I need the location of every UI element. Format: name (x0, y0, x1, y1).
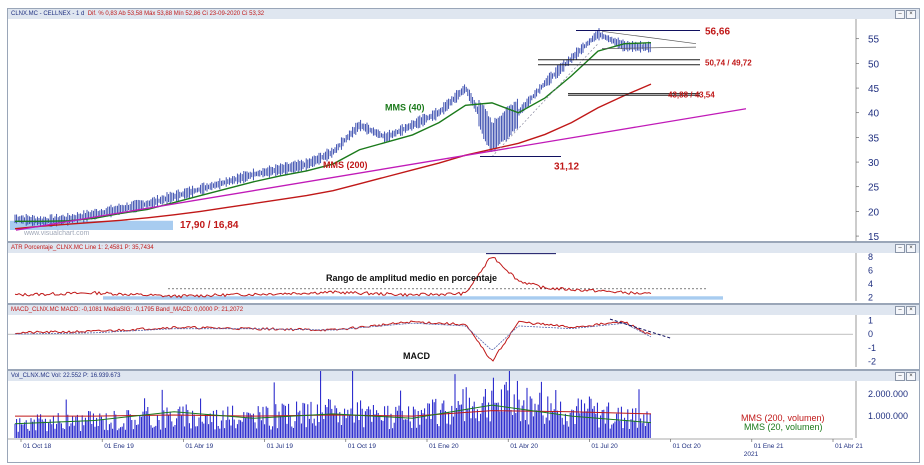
pane-minimize-button[interactable]: – (895, 244, 905, 253)
price-y-tick-label: 25 (868, 183, 880, 194)
symbol-label: CLNX.MC - CELLNEX - 1 d (11, 11, 85, 17)
pane-close-button[interactable]: × (906, 372, 916, 381)
price-panel: CLNX.MC - CELLNEX - 1 d Dif. % 0,83 Ab 5… (7, 8, 920, 242)
triangle-upper-line (601, 30, 697, 45)
macd-caption: MACD (403, 351, 430, 361)
x-tick-label: 01 Abr 21 (835, 443, 863, 450)
base-highlight-band (10, 220, 173, 230)
x-tick-label: 01 Ene 19 (104, 443, 134, 450)
x-tick-label: 01 Ene 20 (429, 443, 459, 450)
x-tick-label: 01 Abr 20 (510, 443, 538, 450)
macd-y-tick-label: -1 (868, 343, 876, 353)
atr-y-tick-label: 2 (868, 293, 873, 303)
atr-y-tick-label: 4 (868, 279, 873, 289)
mms40-annotation: MMS (40) (385, 102, 425, 112)
atr-legend: ATR Porcentaje_CLNX.MC Line 1: 2,4581 P:… (11, 245, 154, 251)
price-y-tick-label: 55 (868, 35, 880, 46)
price-y-tick-label: 20 (868, 207, 880, 218)
volume-panel: Vol_CLNX.MC Vol: 22.552 P: 16.939.673 – … (7, 370, 920, 463)
macd-trendline (609, 318, 672, 339)
resistance-annotation: 50,74 / 49,72 (705, 58, 752, 67)
volume-mms200-annotation: MMS (200, volumen) (741, 413, 825, 423)
volume-mms20-annotation: MMS (20, volumen) (744, 422, 823, 432)
covid-low-annotation: 31,12 (554, 162, 579, 173)
macd-chart: 1 0 -1 -2 MACD (8, 315, 876, 367)
atr-panel: ATR Porcentaje_CLNX.MC Line 1: 2,4581 P:… (7, 242, 920, 304)
covid-support-line (491, 43, 599, 157)
x-tick-label: 01 Oct 18 (23, 443, 52, 450)
atr-y-tick-label: 6 (868, 266, 873, 276)
x-year-label: 2021 (744, 451, 759, 458)
pane-minimize-button[interactable]: – (895, 306, 905, 315)
x-tick-label: 01 Ene 21 (754, 443, 784, 450)
volume-legend: Vol_CLNX.MC Vol: 22.552 P: 16.939.673 (11, 373, 121, 379)
pane-close-button[interactable]: × (906, 244, 916, 253)
price-chart: 55 50 45 40 35 30 25 20 15 56,66 50,74 / 49,72 43,8… (10, 19, 880, 241)
pane-close-button[interactable]: × (906, 10, 916, 19)
watermark: www.visualchart.com (23, 230, 90, 237)
atr-chart: 8 6 4 2 Rango de amplitud medio en porcentaj… (14, 252, 873, 303)
macd-panel: MACD_CLNX.MC MACD: -0,1081 MediaSIG: -0,… (7, 304, 920, 370)
atr-caption: Rango de amplitud medio en porcentaje (326, 273, 497, 283)
macd-y-tick-label: -2 (868, 357, 876, 367)
high-annotation: 56,66 (705, 27, 730, 38)
price-y-tick-label: 40 (868, 109, 880, 120)
long-term-trendline (15, 108, 747, 231)
mms200-line (14, 83, 652, 230)
pane-close-button[interactable]: × (906, 306, 916, 315)
price-panel-header: CLNX.MC - CELLNEX - 1 d Dif. % 0,83 Ab 5… (8, 9, 919, 19)
price-y-tick-label: 35 (868, 133, 880, 144)
x-tick-label: 01 Jul 19 (267, 443, 294, 450)
mms40-line (15, 41, 652, 222)
macd-panel-header: MACD_CLNX.MC MACD: -0,1081 MediaSIG: -0,… (8, 305, 919, 315)
pane-minimize-button[interactable]: – (895, 10, 905, 19)
x-tick-label: 01 Oct 19 (348, 443, 377, 450)
price-y-tick-label: 50 (868, 59, 880, 70)
base-annotation: 17,90 / 16,84 (180, 220, 239, 231)
macd-line (14, 320, 652, 362)
macd-y-tick-label: 1 (868, 315, 873, 325)
macd-signal-line (14, 322, 652, 351)
macd-y-tick-label: 0 (868, 329, 873, 339)
volume-mms20-line (14, 404, 652, 425)
volume-panel-header: Vol_CLNX.MC Vol: 22.552 P: 16.939.673 (8, 371, 919, 381)
x-tick-label: 01 Jul 20 (591, 443, 618, 450)
support-annotation: 43,88 / 43,54 (668, 90, 715, 99)
volume-chart: 2.000.000 1.000.000 MMS (200, volumen)MMS … (8, 371, 908, 458)
atr-highlight-band (103, 296, 723, 300)
pane-minimize-button[interactable]: – (895, 372, 905, 381)
volume-y-tick-label: 2.000.000 (868, 389, 908, 399)
macd-legend: MACD_CLNX.MC MACD: -0,1081 MediaSIG: -0,… (11, 307, 244, 313)
price-y-tick-label: 45 (868, 84, 880, 95)
atr-line (14, 257, 652, 299)
volume-mms200-line (15, 410, 652, 417)
atr-y-tick-label: 8 (868, 252, 873, 262)
x-tick-label: 01 Abr 19 (185, 443, 213, 450)
price-y-tick-label: 30 (868, 158, 880, 169)
mms200-annotation: MMS (200) (323, 160, 368, 170)
price-y-tick-label: 15 (868, 232, 880, 241)
x-tick-label: 01 Oct 20 (673, 443, 702, 450)
volume-y-tick-label: 1.000.000 (868, 411, 908, 421)
atr-panel-header: ATR Porcentaje_CLNX.MC Line 1: 2,4581 P:… (8, 243, 919, 253)
quote-label: Dif. % 0,83 Ab 53,58 Máx 53,88 Mín 52,86… (87, 11, 265, 17)
triangle-lower-line (601, 46, 697, 49)
